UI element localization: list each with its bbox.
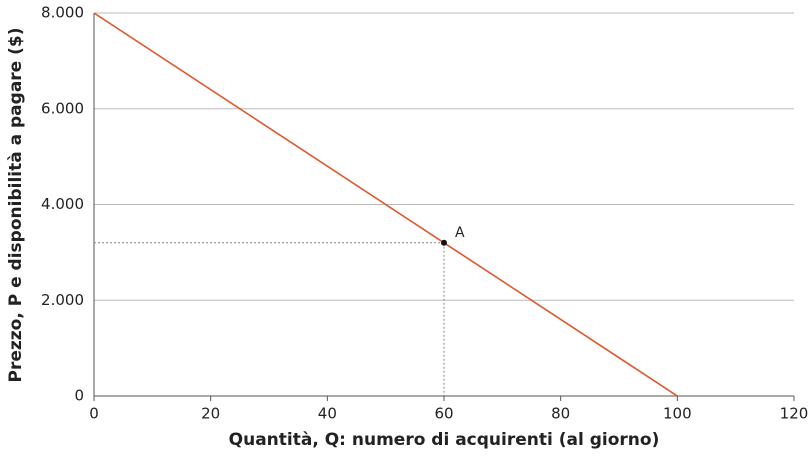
x-tick-label: 80 [551,405,570,423]
demand-line [93,12,678,397]
x-tick-label: 60 [434,405,453,423]
y-tick-label: 2.000 [41,291,84,309]
y-tick-label: 6.000 [41,99,84,117]
x-tick-label: 40 [318,405,337,423]
x-tick-label: 0 [89,405,99,423]
point-label: A [455,225,465,241]
x-tick-label: 20 [201,405,220,423]
x-tick-label: 120 [780,405,809,423]
y-axis-label: Prezzo, P e disponibilità a pagare ($) [6,28,26,383]
x-axis-label: Quantità, Q: numero di acquirenti (al gi… [229,430,660,450]
y-tick-label: 4.000 [41,195,84,213]
x-tick-label: 100 [663,405,692,423]
y-tick-label: 0 [74,387,84,405]
y-tick-label: 8.000 [41,4,84,22]
point [441,239,447,246]
